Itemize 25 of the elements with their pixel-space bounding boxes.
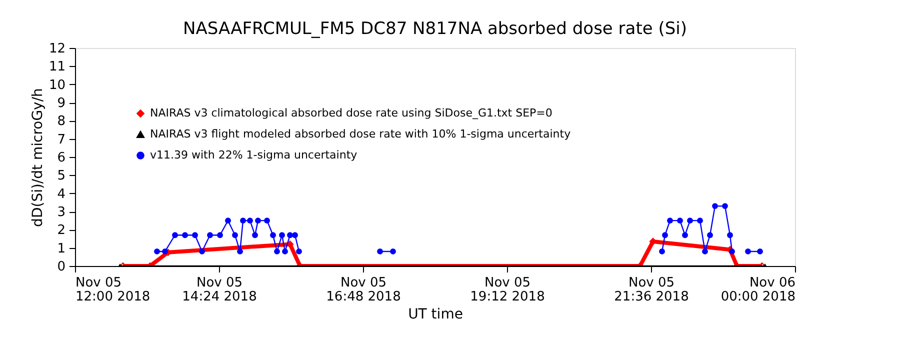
- x-tick-label: Nov 05 19:12 2018: [470, 276, 545, 304]
- legend-label: v11.39 with 22% 1-sigma uncertainty: [150, 148, 358, 162]
- y-tick-label: 4: [57, 186, 66, 202]
- y-tick-label: 10: [48, 78, 66, 93]
- y-tick-label: 9: [57, 96, 66, 111]
- y-tick-label: 7: [57, 132, 66, 148]
- legend-label: NAIRAS v3 flight modeled absorbed dose rate with 10% 1-sigma uncertainty: [150, 128, 572, 140]
- y-tick-label: 3: [57, 205, 66, 220]
- chart-title: NASAAFRCMUL_FM5 DC87 N817NA absorbed dose rate (Si): [183, 19, 687, 39]
- x-tick-label: Nov 05 14:24 2018: [182, 276, 257, 304]
- x-axis-title: UT time: [408, 306, 463, 322]
- x-tick-label: Nov 05 12:00 2018: [76, 276, 150, 304]
- x-tick-label: Nov 06 00:00 2018: [720, 276, 796, 304]
- y-tick-label: 1: [57, 241, 66, 256]
- y-tick-label: 12: [48, 42, 66, 56]
- y-tick-label: 5: [57, 168, 66, 184]
- y-axis-title: dD(Si)/dt microGy/h: [30, 88, 46, 227]
- y-tick-label: 0: [57, 260, 66, 274]
- x-tick-label: Nov 05 21:36 2018: [614, 276, 689, 304]
- y-tick-label: 11: [48, 60, 66, 75]
- y-tick-label: 8: [57, 114, 66, 130]
- x-tick-label: Nov 05 16:48 2018: [326, 276, 401, 304]
- y-tick-label: 2: [57, 223, 66, 238]
- legend-label: NAIRAS v3 climatological absorbed dose rate using SiDose_G1.txt SEP=0: [150, 106, 552, 120]
- y-tick-label: 6: [57, 150, 66, 166]
